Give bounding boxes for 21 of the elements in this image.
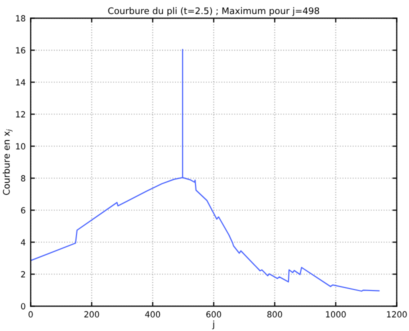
x-tick-label: 200 bbox=[84, 311, 100, 318]
y-tick-label: 10 bbox=[16, 143, 26, 150]
x-tick-label: 1200 bbox=[387, 311, 407, 318]
y-tick-label: 18 bbox=[16, 15, 26, 22]
y-tick-label: 14 bbox=[16, 79, 26, 86]
y-tick-label: 4 bbox=[20, 239, 26, 246]
y-tick-label: 16 bbox=[16, 47, 26, 54]
x-tick-label: 400 bbox=[145, 311, 160, 318]
x-tick-label: 0 bbox=[28, 311, 33, 318]
line-series bbox=[30, 48, 380, 292]
y-tick-label: 2 bbox=[21, 271, 25, 278]
y-tick-label: 12 bbox=[16, 111, 25, 118]
y-tick-label: 0 bbox=[21, 303, 26, 310]
x-tick-label: 1000 bbox=[326, 311, 346, 318]
x-tick-label: 800 bbox=[267, 311, 282, 318]
x-tick-label: 600 bbox=[206, 311, 222, 318]
x-axis-title: j bbox=[212, 320, 214, 330]
y-axis-title: Courbure en x$_{j}$ bbox=[2, 129, 12, 195]
chart-title: Courbure du pli (t=2.5) ; Maximum pour j=498 bbox=[108, 7, 320, 16]
y-tick-label: 8 bbox=[21, 175, 26, 182]
y-tick-label: 6 bbox=[21, 207, 26, 214]
